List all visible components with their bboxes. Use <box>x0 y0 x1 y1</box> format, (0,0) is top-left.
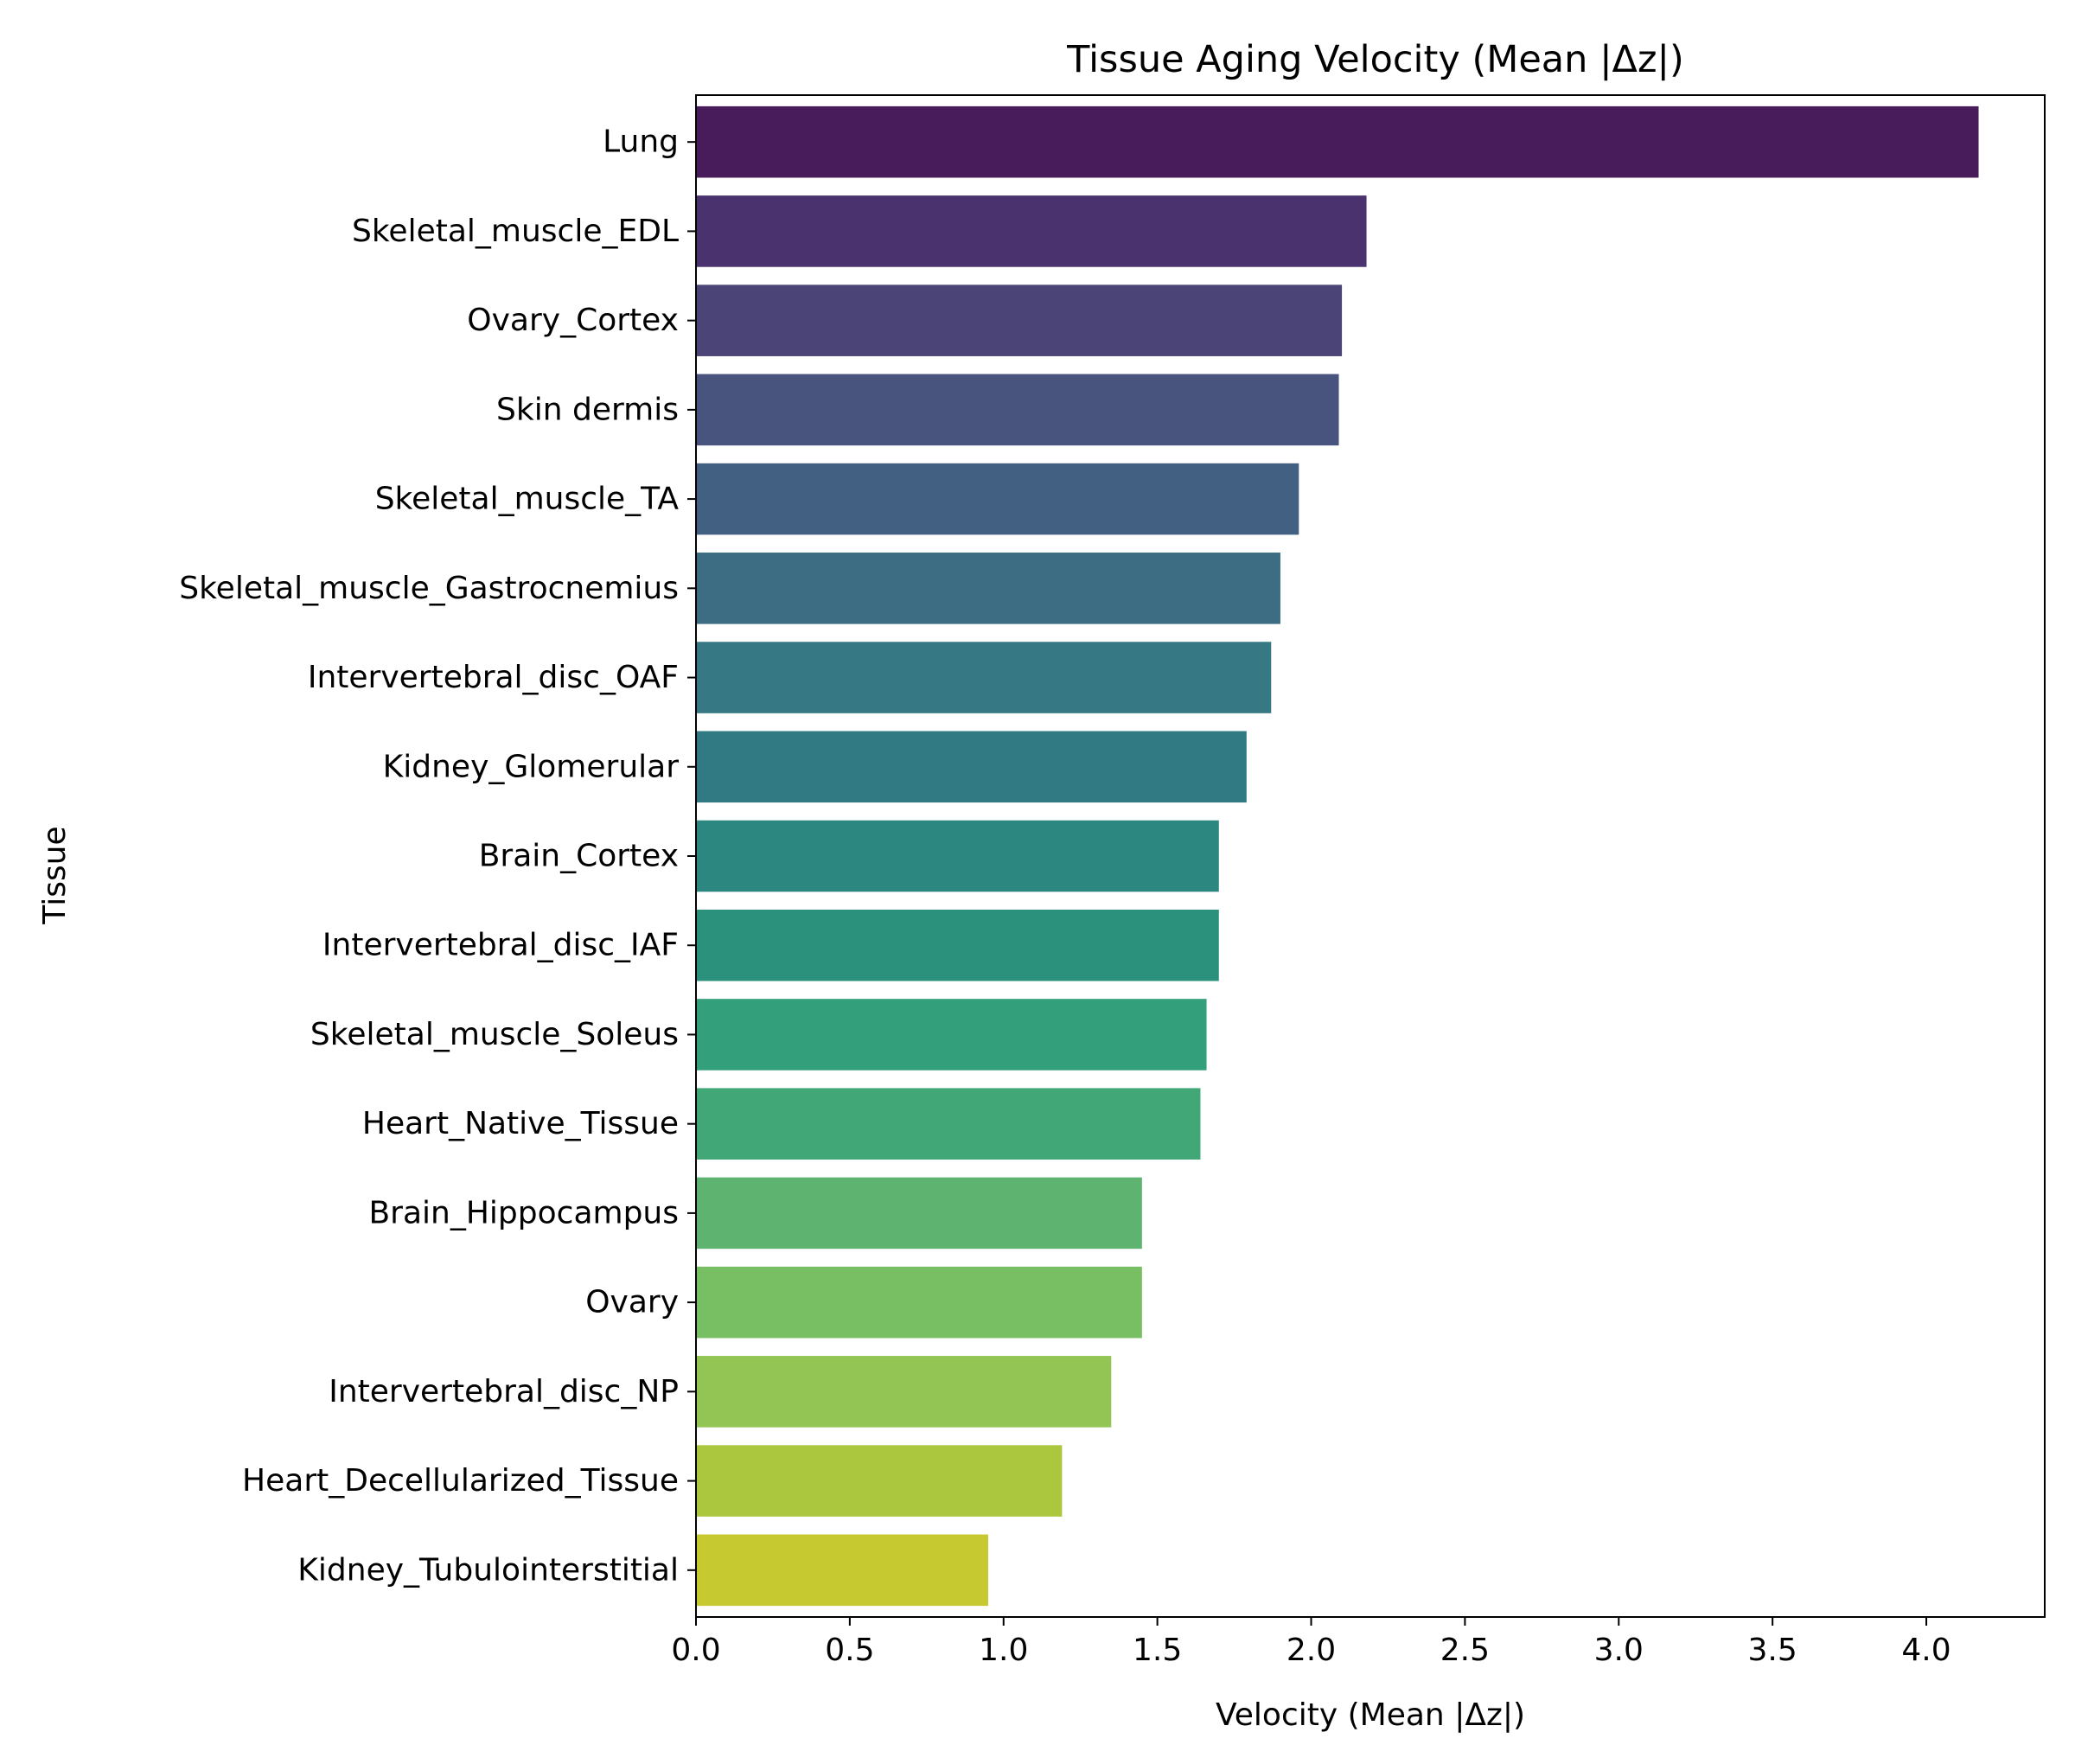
x-tick-label: 0.5 <box>825 1633 874 1668</box>
x-tick-label: 0.0 <box>671 1633 720 1668</box>
bar-skeletal-muscle-soleus <box>696 999 1207 1071</box>
bar-intervertebral-disc-iaf <box>696 909 1219 981</box>
x-tick-label: 1.0 <box>979 1633 1028 1668</box>
bar-brain-cortex <box>696 820 1219 892</box>
plot-frame <box>695 94 2046 1618</box>
x-tick-label: 1.5 <box>1133 1633 1182 1668</box>
bar-heart-native-tissue <box>696 1088 1201 1160</box>
y-tick-label: Heart_Decellularized_Tissue <box>242 1463 679 1499</box>
x-tick-label: 2.0 <box>1286 1633 1336 1668</box>
bar-ovary <box>696 1266 1142 1339</box>
y-tick-label: Intervertebral_disc_OAF <box>308 660 679 695</box>
y-tick-label: Intervertebral_disc_IAF <box>322 928 679 963</box>
bar-skin-dermis <box>696 374 1339 446</box>
y-tick-label: Ovary <box>585 1285 679 1320</box>
bar-skeletal-muscle-ta <box>696 463 1299 535</box>
y-tick-label: Skeletal_muscle_TA <box>375 482 680 517</box>
y-tick-label: Heart_Native_Tissue <box>362 1106 679 1141</box>
bar-skeletal-muscle-gastrocnemius <box>696 553 1280 624</box>
y-tick-label: Skeletal_muscle_Gastrocnemius <box>179 571 679 606</box>
x-axis-label: Velocity (Mean |Δz|) <box>1216 1697 1525 1733</box>
x-tick-label: 2.5 <box>1440 1633 1490 1668</box>
y-tick-label: Intervertebral_disc_NP <box>329 1374 679 1409</box>
y-tick-label: Brain_Cortex <box>479 839 679 874</box>
y-tick-label: Skeletal_muscle_Soleus <box>310 1017 679 1052</box>
bar-brain-hippocampus <box>696 1177 1142 1250</box>
bar-heart-decellularized-tissue <box>696 1445 1063 1517</box>
y-tick-label: Ovary_Cortex <box>467 303 679 338</box>
y-tick-label: Lung <box>603 125 679 160</box>
bar-intervertebral-disc-np <box>696 1356 1112 1428</box>
x-axis: 0.0 0.5 1.0 1.5 2.0 2.5 3.0 3.5 4.0 <box>671 1617 1951 1668</box>
y-tick-label: Kidney_Tubulointerstitial <box>297 1552 679 1588</box>
y-axis-label: Tissue <box>37 826 73 924</box>
x-tick-label: 3.0 <box>1594 1633 1644 1668</box>
bar-intervertebral-disc-oaf <box>696 642 1272 713</box>
chart-title: Tissue Aging Velocity (Mean |Δz|) <box>1066 38 1684 81</box>
y-tick-label: Brain_Hippocampus <box>368 1195 679 1230</box>
bar-ovary-cortex <box>696 284 1343 356</box>
bar-skeletal-muscle-edl <box>696 195 1367 267</box>
x-tick-label: 4.0 <box>1901 1633 1950 1668</box>
y-tick-label: Kidney_Glomerular <box>383 749 680 784</box>
bar-lung <box>696 105 1979 178</box>
x-tick-label: 3.5 <box>1748 1633 1797 1668</box>
bars-group <box>696 105 1979 1607</box>
y-tick-label: Skin dermis <box>496 392 679 427</box>
bar-kidney-glomerular <box>696 731 1247 803</box>
bar-kidney-tubulointerstitial <box>696 1534 988 1607</box>
y-tick-label: Skeletal_muscle_EDL <box>352 214 679 249</box>
y-axis: Lung Skeletal_muscle_EDL Ovary_Cortex Skin … <box>179 125 696 1588</box>
